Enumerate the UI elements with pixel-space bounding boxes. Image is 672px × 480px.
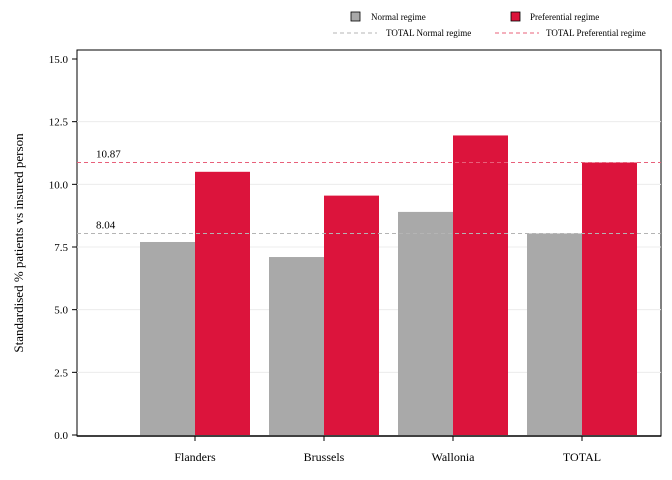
legend-label-total-normal-regime: TOTAL Normal regime	[386, 28, 471, 38]
legend: Normal regime Preferential regime TOTAL …	[333, 11, 646, 38]
reference-line-label: 8.04	[96, 219, 116, 231]
bar-wallonia-normal-regime	[398, 211, 453, 435]
legend-label-preferential-regime: Preferential regime	[530, 12, 599, 22]
bar-total-preferential-regime	[582, 162, 637, 435]
y-tick-label: 0.0	[54, 430, 68, 442]
reference-lines: 8.04 10.87	[77, 149, 661, 234]
bar-flanders-normal-regime	[140, 241, 195, 435]
y-axis: 0.0 2.5 5.0 7.5 10.0 12.5 15.0	[49, 54, 77, 442]
bar-brussels-preferential-regime	[324, 195, 379, 435]
y-tick-label: 12.5	[49, 117, 69, 129]
y-tick-label: 5.0	[54, 305, 68, 317]
legend-label-total-preferential-regime: TOTAL Preferential regime	[546, 28, 646, 38]
legend-swatch-preferential-regime	[510, 11, 521, 22]
bar-total-normal-regime	[527, 233, 582, 435]
bar-flanders-preferential-regime	[195, 171, 250, 436]
y-tick-label: 2.5	[54, 367, 68, 379]
bars	[140, 135, 637, 436]
y-tick-label: 10.0	[49, 179, 69, 191]
y-tick-label: 15.0	[49, 54, 69, 66]
x-axis: Flanders Brussels Wallonia TOTAL	[77, 435, 661, 464]
reference-line-label: 10.87	[96, 149, 121, 161]
bar-wallonia-preferential-regime	[453, 135, 508, 435]
x-tick-label: Brussels	[304, 450, 345, 464]
legend-swatch-normal-regime	[350, 11, 361, 22]
x-tick-label: TOTAL	[563, 450, 601, 464]
x-tick-label: Flanders	[174, 450, 216, 464]
y-axis-label: Standardised % patients vs insured perso…	[11, 133, 26, 353]
y-tick-label: 7.5	[54, 242, 68, 254]
bar-brussels-normal-regime	[269, 257, 324, 435]
legend-label-normal-regime: Normal regime	[371, 12, 426, 22]
x-tick-label: Wallonia	[431, 450, 475, 464]
